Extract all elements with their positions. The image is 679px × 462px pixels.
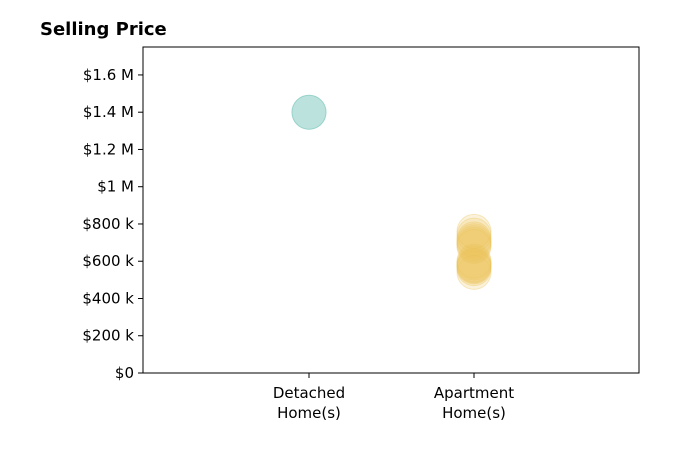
- data-point: [456, 247, 492, 283]
- data-point: [456, 225, 492, 261]
- y-tick-label: $400 k: [82, 289, 134, 307]
- data-point: [456, 249, 492, 285]
- y-tick-label: $1.4 M: [83, 103, 134, 121]
- data-point: [456, 245, 492, 281]
- data-point: [456, 251, 492, 287]
- y-tick-label: $200 k: [82, 327, 134, 345]
- plot-area-frame: [142, 46, 640, 374]
- x-tick-label: Home(s): [277, 404, 341, 422]
- data-point: [456, 226, 492, 262]
- data-point: [456, 217, 492, 253]
- x-axis: Detached Home(s) Apartment Home(s): [273, 373, 514, 422]
- data-point: [291, 94, 327, 130]
- data-point: [456, 228, 492, 264]
- y-tick-label: $800 k: [82, 215, 134, 233]
- data-point: [456, 243, 492, 279]
- y-tick-label: $0: [115, 364, 134, 382]
- y-tick-label: $600 k: [82, 252, 134, 270]
- data-point: [456, 248, 492, 284]
- chart-title: Selling Price: [40, 19, 167, 40]
- y-tick-label: $1.6 M: [83, 66, 134, 84]
- x-tick-label: Detached: [273, 384, 345, 402]
- data-point: [456, 254, 492, 290]
- y-tick-label: $1 M: [97, 178, 134, 196]
- data-point: [456, 221, 492, 257]
- y-axis: $0 $200 k $400 k $600 k $800 k $1 M $1.2 M $1.4…: [82, 66, 143, 382]
- x-tick-label: Home(s): [442, 404, 506, 422]
- data-points: [291, 94, 492, 290]
- data-point: [456, 223, 492, 259]
- x-tick-label: Apartment: [434, 384, 514, 402]
- data-point: [456, 213, 492, 249]
- y-tick-label: $1.2 M: [83, 140, 134, 158]
